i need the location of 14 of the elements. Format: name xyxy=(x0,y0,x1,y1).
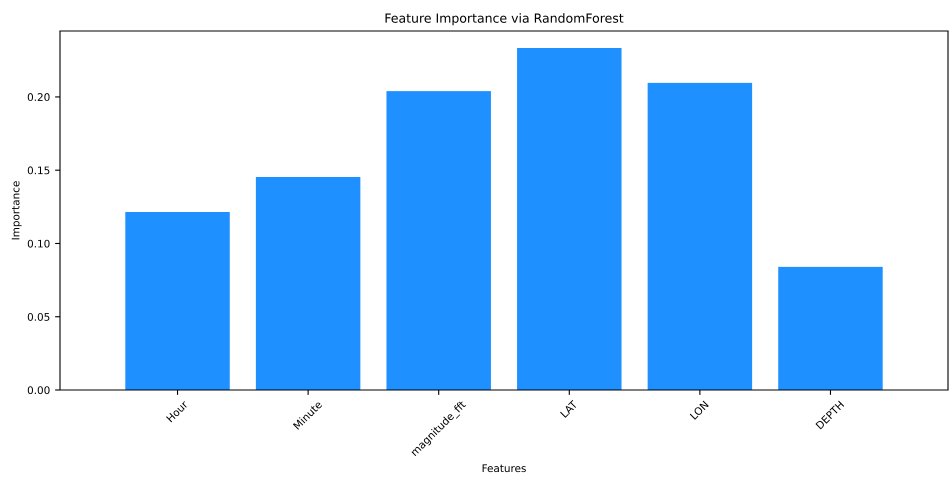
y-tick-label: 0.20 xyxy=(28,93,50,102)
bar xyxy=(125,212,230,390)
y-tick-label: 0.05 xyxy=(28,312,50,321)
bar xyxy=(256,176,360,390)
bar xyxy=(648,82,752,390)
y-tick-label: 0.10 xyxy=(28,240,50,248)
x-axis-title: Features xyxy=(482,464,526,472)
y-axis-title: Importance xyxy=(12,181,22,240)
y-tick-label: 0.15 xyxy=(28,166,50,174)
y-tick-label: 0.00 xyxy=(28,386,50,394)
bar xyxy=(778,266,883,390)
bar xyxy=(386,91,491,390)
chart-title: Feature Importance via RandomForest xyxy=(386,13,624,26)
bar xyxy=(517,48,622,390)
